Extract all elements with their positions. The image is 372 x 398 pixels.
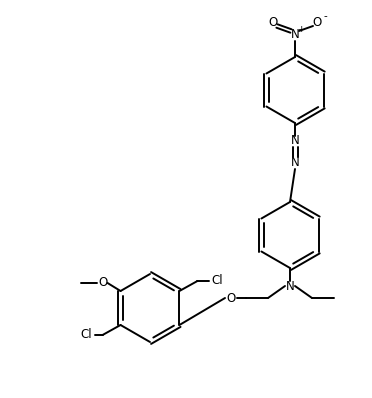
Text: +: + xyxy=(297,25,305,33)
Text: Cl: Cl xyxy=(212,275,223,287)
Text: N: N xyxy=(291,29,299,41)
Text: O: O xyxy=(312,16,322,29)
Text: O: O xyxy=(227,291,235,304)
Text: N: N xyxy=(286,279,294,293)
Text: Cl: Cl xyxy=(81,328,92,341)
Text: -: - xyxy=(323,11,327,21)
Text: O: O xyxy=(268,16,278,29)
Text: O: O xyxy=(98,277,107,289)
Text: N: N xyxy=(291,156,299,170)
Text: N: N xyxy=(291,135,299,148)
